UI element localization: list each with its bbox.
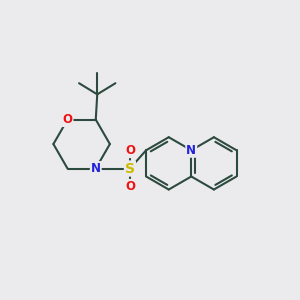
Text: N: N [91, 162, 101, 175]
Text: O: O [62, 113, 73, 126]
Text: S: S [125, 161, 135, 176]
Text: N: N [186, 144, 196, 157]
Text: O: O [125, 144, 135, 157]
Text: O: O [125, 180, 135, 193]
